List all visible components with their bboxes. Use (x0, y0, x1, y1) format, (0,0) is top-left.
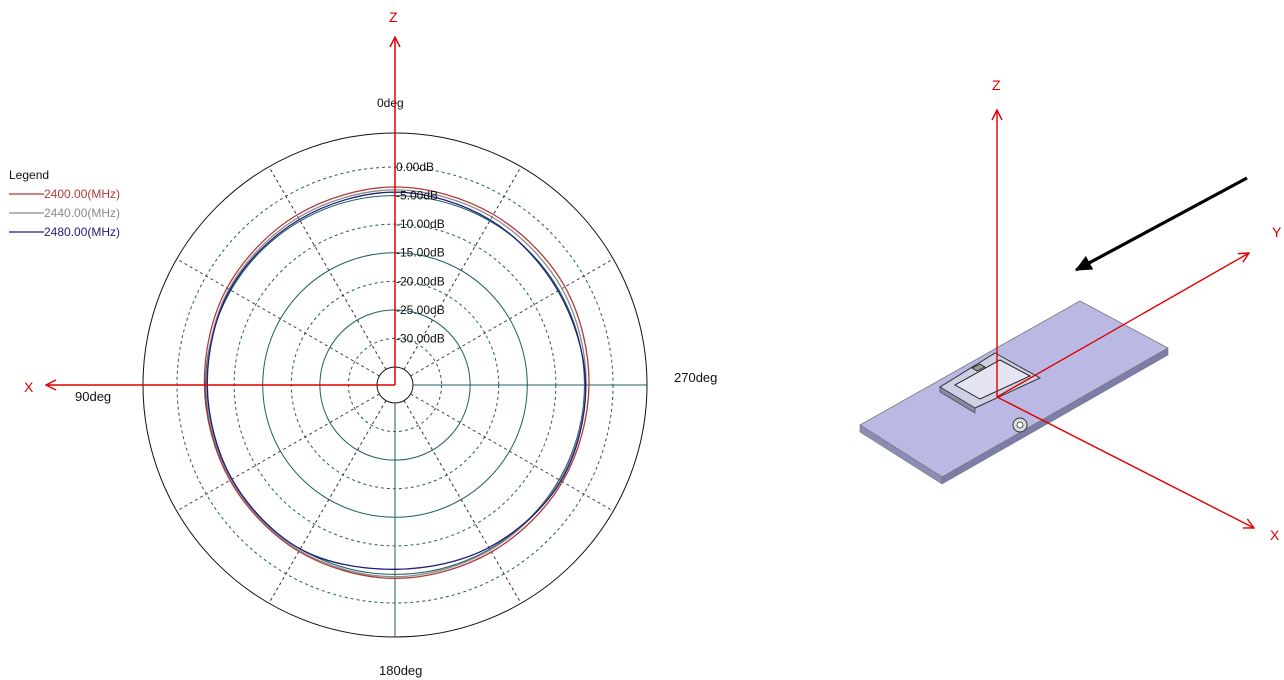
right-x-axis-arrow (996, 396, 1254, 528)
radial-tick-labels: 0.00dB -5.00dB -10.00dB -15.00dB -20.00dB -25… (396, 160, 445, 345)
legend-label-1: 2400.00(MHz) (44, 187, 120, 201)
radial-tick-label: -30.00dB (396, 331, 445, 345)
radial-tick-label: -25.00dB (396, 303, 445, 317)
connector-component (1012, 417, 1028, 433)
legend-label-3: 2480.00(MHz) (44, 225, 120, 239)
angle-label-bottom: 180deg (379, 663, 422, 678)
grid-spoke (176, 393, 380, 512)
antenna-board-illustration: Z Y X (859, 77, 1282, 543)
grid-spoke (410, 393, 614, 512)
series-layer (203, 186, 590, 580)
module-side (939, 386, 976, 414)
right-y-axis-arrow (996, 253, 1249, 398)
left-coordinate-axes: Z X (24, 9, 398, 395)
grid-spoke (403, 400, 522, 604)
grid-spoke (268, 400, 387, 604)
board-right-edge (941, 347, 1169, 485)
legend-label-2: 2440.00(MHz) (44, 206, 120, 220)
left-z-axis-label: Z (389, 9, 398, 25)
polar-radiation-chart: 0.00dB -5.00dB -10.00dB -15.00dB -20.00dB -25… (9, 9, 717, 678)
grid-spoke (268, 166, 387, 370)
legend-entry-2: 2440.00(MHz) (9, 206, 120, 220)
right-y-axis-label: Y (1272, 224, 1282, 240)
right-x-axis-label: X (1270, 527, 1280, 543)
series-line-1 (203, 186, 590, 580)
radial-tick-label: 0.00dB (396, 160, 434, 174)
module-component (939, 352, 1042, 414)
legend-entry-1: 2400.00(MHz) (9, 187, 120, 201)
view-direction-arrow (1074, 176, 1248, 272)
grid-spoke (410, 258, 614, 377)
legend-title: Legend (9, 168, 49, 182)
series-line-3 (206, 191, 587, 570)
module-shield (953, 359, 1032, 400)
connector-center (1016, 421, 1024, 429)
right-coordinate-axes: Z Y X (992, 77, 1282, 543)
angle-label-right: 270deg (674, 370, 717, 385)
pcb-board (859, 300, 1169, 485)
left-x-axis-label: X (24, 379, 34, 395)
radial-tick-label: -20.00dB (396, 274, 445, 288)
legend: Legend 2400.00(MHz) 2440.00(MHz) 2480.00… (9, 168, 120, 239)
radial-tick-label: -5.00dB (396, 189, 438, 203)
grid-spoke (403, 166, 522, 370)
right-z-axis-label: Z (992, 77, 1001, 93)
radial-tick-label: -10.00dB (396, 217, 445, 231)
legend-entry-3: 2480.00(MHz) (9, 225, 120, 239)
angle-label-left: 90deg (75, 389, 111, 404)
grid-spoke (176, 258, 380, 377)
series-line-2 (206, 189, 587, 578)
angle-label-top: 0deg (377, 96, 404, 110)
module-chip (971, 363, 986, 372)
radial-tick-label: -15.00dB (396, 246, 445, 260)
